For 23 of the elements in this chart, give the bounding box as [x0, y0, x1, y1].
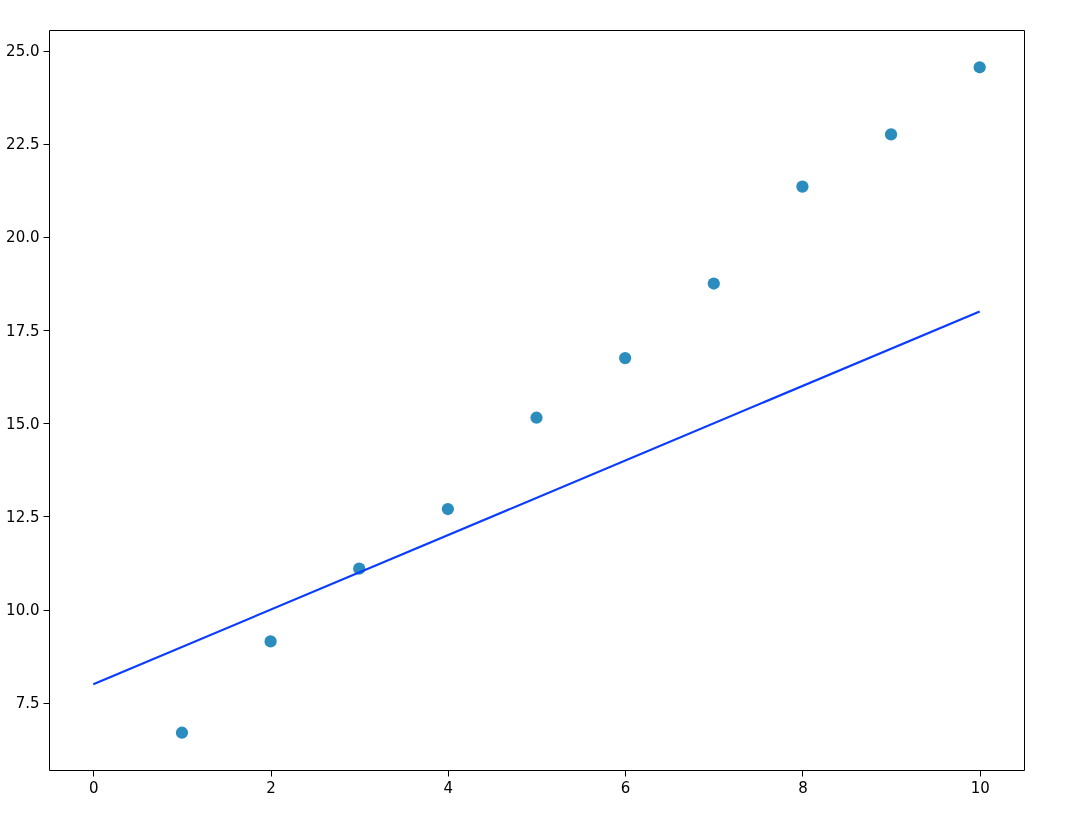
point: [796, 180, 809, 193]
y-tick-label: 20.0: [6, 228, 40, 247]
point: [264, 635, 277, 648]
point: [441, 502, 454, 516]
y-tick-label: 15.0: [6, 414, 40, 433]
y-tick-label: 10.0: [6, 601, 40, 620]
point: [619, 351, 632, 365]
y-tick-label: 25.0: [6, 42, 40, 60]
x-tick-label: 4: [443, 778, 454, 797]
y-tick-label: 22.5: [6, 135, 40, 154]
point: [707, 277, 720, 290]
x-tick-label: 6: [620, 778, 631, 797]
x-tick-label: 10: [970, 778, 990, 797]
x-tick-label: 8: [798, 778, 808, 797]
x-tick-label: 0: [89, 778, 99, 797]
y-tick-label: 7.5: [15, 694, 40, 713]
point: [973, 61, 986, 74]
point: [175, 726, 189, 739]
point: [530, 411, 543, 424]
y-tick-label: 12.5: [6, 508, 40, 526]
point: [884, 128, 898, 141]
x-tick-label: 2: [266, 778, 276, 797]
y-tick-label: 17.5: [6, 321, 40, 340]
